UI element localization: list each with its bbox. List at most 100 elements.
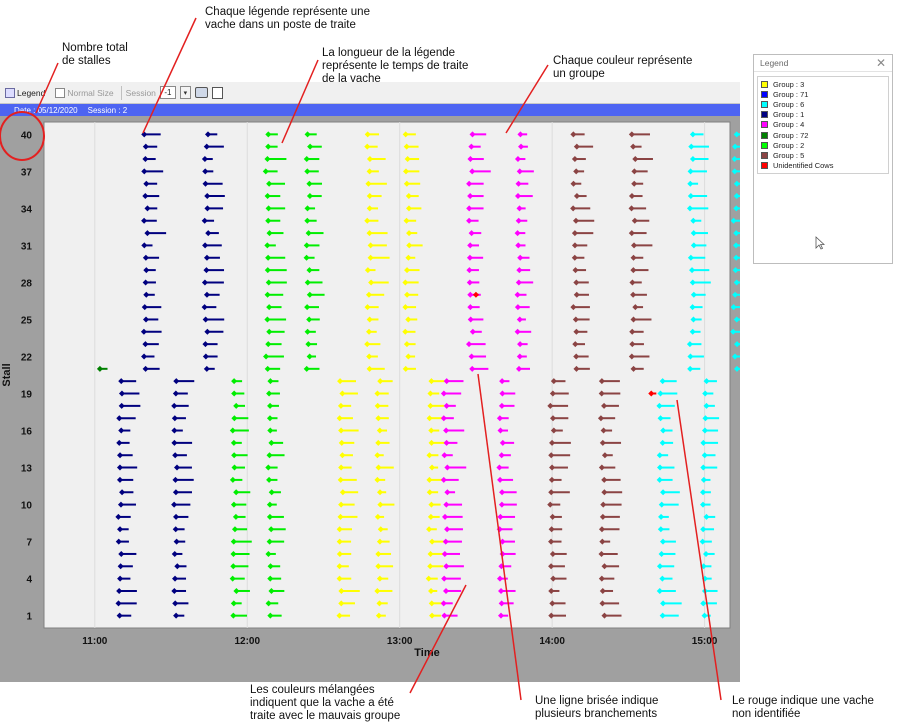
milking-start-marker xyxy=(425,575,432,582)
legend-icon xyxy=(5,87,15,98)
milking-start-marker xyxy=(338,600,345,607)
milking-start-marker xyxy=(231,452,238,459)
session-status-bar: Date : 05/12/2020 Session : 2 xyxy=(0,104,740,116)
legend-item-label: Group : 3 xyxy=(773,79,805,89)
milking-start-marker xyxy=(117,563,124,570)
legend-panel: Legend ✕ Group : 3 Group : 71 Group : 6 Gro… xyxy=(753,54,893,264)
milking-start-marker xyxy=(303,156,310,163)
milking-start-marker xyxy=(266,390,273,397)
session-input[interactable]: -1 xyxy=(159,86,176,99)
milking-start-marker xyxy=(204,205,211,212)
milking-start-marker xyxy=(118,427,125,434)
milking-start-marker xyxy=(440,415,447,422)
milking-start-marker xyxy=(468,353,475,360)
callout-legend-length: La longueur de la légende représente le … xyxy=(322,47,469,85)
milking-start-marker xyxy=(366,316,373,323)
milking-start-marker xyxy=(730,217,737,224)
milking-start-marker xyxy=(336,563,343,570)
milking-start-marker xyxy=(429,538,436,545)
milking-start-marker xyxy=(375,612,382,619)
milking-start-marker xyxy=(403,217,410,224)
milking-start-marker xyxy=(304,328,311,335)
milking-start-marker xyxy=(141,304,148,311)
milking-start-marker xyxy=(656,563,663,570)
legend-item-label: Group : 4 xyxy=(773,120,805,130)
milking-start-marker xyxy=(688,143,695,150)
legend-item: Group : 1 xyxy=(759,110,887,120)
milking-start-marker xyxy=(733,180,740,187)
legend-item-label: Group : 2 xyxy=(773,140,805,150)
legend-item-label: Group : 6 xyxy=(773,99,805,109)
milking-start-marker xyxy=(466,180,473,187)
milking-start-marker xyxy=(469,328,476,335)
x-tick-label: 11:00 xyxy=(82,636,107,647)
milking-start-marker xyxy=(467,193,474,200)
callout-red-unidentified: Le rouge indique une vache non identifié… xyxy=(732,695,874,720)
milking-start-marker xyxy=(171,550,178,557)
milking-start-marker xyxy=(265,341,272,348)
milking-start-marker xyxy=(733,279,740,286)
legend-button[interactable]: Legend xyxy=(2,87,48,99)
milking-start-marker xyxy=(402,168,409,175)
milking-start-marker xyxy=(730,304,737,311)
milking-start-marker xyxy=(426,526,433,533)
milking-start-marker xyxy=(689,267,696,274)
milking-start-marker xyxy=(142,156,149,163)
legend-item: Group : 6 xyxy=(759,99,887,109)
milking-start-marker xyxy=(141,168,148,175)
milking-start-marker xyxy=(116,612,123,619)
milking-start-marker xyxy=(205,131,212,138)
milking-start-marker xyxy=(404,156,411,163)
milking-start-marker xyxy=(548,612,555,619)
calendar-icon[interactable] xyxy=(211,86,223,99)
milking-start-marker xyxy=(142,341,149,348)
milking-start-marker xyxy=(338,464,345,471)
milking-start-marker xyxy=(264,365,271,372)
milking-start-marker xyxy=(549,600,556,607)
milking-start-marker xyxy=(656,402,663,409)
milking-start-marker xyxy=(628,353,635,360)
milking-start-marker xyxy=(731,156,738,163)
close-icon[interactable]: ✕ xyxy=(875,56,886,70)
milking-start-marker xyxy=(118,378,125,385)
print-icon[interactable] xyxy=(194,87,208,98)
milking-start-marker xyxy=(515,217,522,224)
milking-start-marker xyxy=(204,193,211,200)
milking-start-marker xyxy=(733,316,740,323)
milking-start-marker xyxy=(303,242,310,249)
milking-start-marker xyxy=(172,476,179,483)
legend-swatch xyxy=(761,131,768,139)
milking-start-marker xyxy=(142,365,149,372)
milking-chart-window: Legend Normal Size Session -1 ▾ Date : 0… xyxy=(0,82,907,682)
milking-start-marker xyxy=(443,402,450,409)
normal-size-label: Normal Size xyxy=(67,87,114,98)
legend-list: Group : 3 Group : 71 Group : 6 Group : 1 Gro… xyxy=(757,76,889,174)
milking-start-marker xyxy=(266,230,273,237)
legend-item-label: Group : 72 xyxy=(773,130,809,140)
milking-start-marker xyxy=(572,341,579,348)
milking-start-marker xyxy=(264,316,271,323)
milking-start-marker xyxy=(230,538,237,545)
legend-item-label: Unidentified Cows xyxy=(773,161,834,171)
milking-start-marker xyxy=(266,476,273,483)
legend-swatch xyxy=(761,151,768,159)
session-text: Session : 2 xyxy=(87,105,128,115)
milking-start-marker xyxy=(516,205,523,212)
milking-start-marker xyxy=(143,267,150,274)
milking-start-marker xyxy=(364,267,371,274)
y-tick-label: 13 xyxy=(21,464,33,475)
y-tick-label: 19 xyxy=(21,390,33,401)
milking-start-marker xyxy=(140,328,147,335)
session-dropdown-button[interactable]: ▾ xyxy=(179,86,191,99)
milking-start-marker xyxy=(230,550,237,557)
milking-start-marker xyxy=(657,390,664,397)
milking-start-marker xyxy=(428,501,435,508)
milking-start-marker xyxy=(687,365,694,372)
milking-start-marker xyxy=(231,378,238,385)
milking-start-marker xyxy=(366,328,373,335)
y-tick-label: 22 xyxy=(21,352,33,363)
y-tick-label: 16 xyxy=(21,427,33,438)
milking-start-marker xyxy=(648,390,655,397)
milking-start-marker xyxy=(441,452,448,459)
normal-size-button[interactable]: Normal Size xyxy=(52,87,116,99)
